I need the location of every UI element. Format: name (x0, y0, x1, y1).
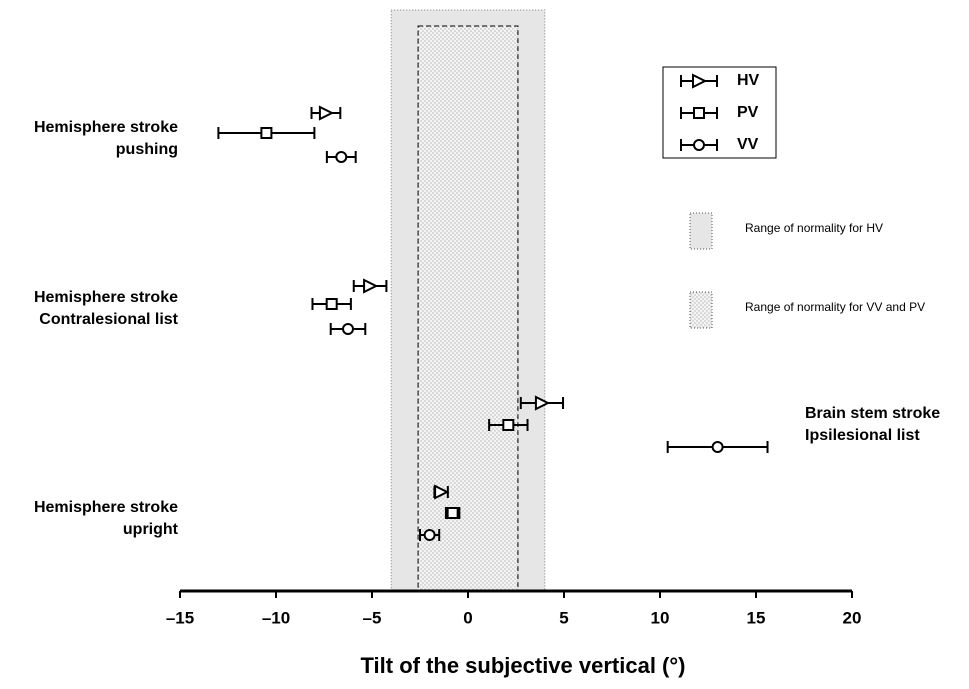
group-label: upright (123, 521, 179, 538)
range-legend-swatch (689, 291, 713, 329)
legend-label: VV (737, 136, 759, 153)
range-legend-label: Range of normality for VV and PV (745, 300, 925, 314)
data-point (325, 298, 338, 310)
normal-range (417, 25, 519, 592)
legend-marker (693, 107, 705, 119)
group-label: pushing (116, 141, 178, 158)
group-label: Brain stem stroke (805, 405, 940, 422)
x-tick-label: –15 (166, 608, 194, 627)
group-label: Ipsilesional list (805, 427, 920, 444)
data-point (711, 441, 724, 453)
legend-label: HV (737, 72, 760, 89)
x-tick-label: –5 (363, 608, 382, 627)
data-point (260, 127, 273, 139)
data-point (534, 395, 551, 411)
data-point (423, 529, 436, 541)
data-point (335, 151, 348, 163)
x-tick-label: –10 (262, 608, 290, 627)
x-tick-label: 5 (559, 608, 568, 627)
legend-marker (692, 73, 708, 89)
group-label: Contralesional list (39, 311, 178, 328)
data-point (318, 105, 335, 121)
x-axis-title: Tilt of the subjective vertical (°) (360, 653, 685, 678)
data-point (363, 278, 379, 294)
group-label: Hemisphere stroke (34, 289, 178, 306)
legend-marker (693, 139, 705, 151)
x-tick-label: 0 (463, 608, 472, 627)
x-tick-label: 15 (747, 608, 766, 627)
range-legend-label: Range of normality for HV (745, 221, 883, 235)
data-point (342, 323, 354, 335)
data-point (502, 419, 515, 431)
range-legend-swatch (689, 212, 713, 250)
data-point (434, 484, 450, 500)
group-label: Hemisphere stroke (34, 119, 178, 136)
x-tick-label: 10 (651, 608, 670, 627)
legend-label: PV (737, 104, 759, 121)
group-label: Hemisphere stroke (34, 499, 178, 516)
x-tick-label: 20 (843, 608, 862, 627)
data-point (446, 507, 459, 519)
